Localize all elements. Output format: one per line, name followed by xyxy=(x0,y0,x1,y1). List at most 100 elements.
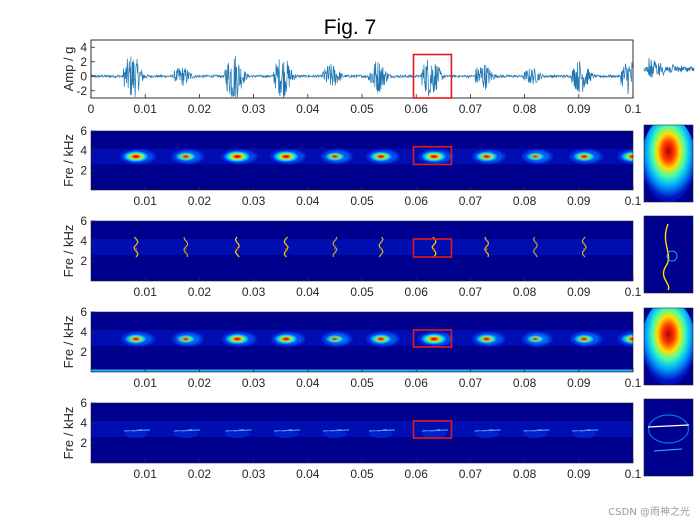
spectrogram-blob-1-0 xyxy=(121,150,151,163)
spectrogram-ridge-2-6 xyxy=(431,236,437,258)
x-tick-label-0-8: 0.08 xyxy=(513,102,537,116)
y-tick-label-3-0: 2 xyxy=(80,345,87,359)
x-tick-label-3-6: 0.07 xyxy=(459,376,483,390)
y-tick-label-1-0: 2 xyxy=(80,163,87,177)
x-tick-label-0-5: 0.05 xyxy=(350,102,374,116)
spectrogram-ridge-2-5 xyxy=(378,236,384,258)
x-tick-label-4-2: 0.03 xyxy=(242,467,266,481)
spectrogram-blob-3-6 xyxy=(419,332,449,346)
x-tick-label-4-4: 0.05 xyxy=(350,467,374,481)
spectrogram-ridge-peak-2-1 xyxy=(184,247,188,251)
spectrogram-streak-halo-4-6 xyxy=(422,430,447,438)
x-tick-label-0-0: 0 xyxy=(88,102,95,116)
y-tick-label-0-3: 4 xyxy=(80,40,87,54)
x-tick-label-4-0: 0.01 xyxy=(134,467,158,481)
waveform-series-line xyxy=(91,55,633,98)
spectrogram-panel-1: 0.01 0.02 0.03 0.04 0.05 0.06 0.07 0.08 0.09 0.1 2… xyxy=(61,124,642,208)
x-tick-label-2-6: 0.07 xyxy=(459,285,483,299)
x-tick-label-4-8: 0.09 xyxy=(567,467,591,481)
x-tick-label-2-3: 0.04 xyxy=(296,285,320,299)
spectrogram-ridge-2-3 xyxy=(283,236,289,258)
spectrogram-band-4 xyxy=(91,421,633,437)
spectrogram-streak-halo-4-5 xyxy=(368,430,393,438)
x-tick-label-3-3: 0.04 xyxy=(296,376,320,390)
spectrogram-ridge-2-9 xyxy=(581,236,587,258)
highlight-box-2 xyxy=(412,238,453,258)
x-tick-label-1-8: 0.09 xyxy=(567,194,591,208)
highlight-box-3 xyxy=(412,329,453,348)
x-tick-label-0-2: 0.02 xyxy=(188,102,212,116)
y-tick-label-2-0: 2 xyxy=(80,254,87,268)
spectrogram-blob-3-8 xyxy=(525,334,546,344)
spectrogram-blob-3-4 xyxy=(324,334,346,344)
x-tick-label-1-7: 0.08 xyxy=(513,194,537,208)
x-tick-label-1-3: 0.04 xyxy=(296,194,320,208)
spectrogram-ridge-peak-2-5 xyxy=(379,247,383,251)
spectrogram-ridge-2-7 xyxy=(484,236,490,258)
x-tick-label-1-4: 0.05 xyxy=(350,194,374,208)
waveform-panel: 0 0.01 0.02 0.03 0.04 0.05 0.06 0.07 0.08 0.09 0.1… xyxy=(61,39,642,116)
spectrogram-blob-1-6 xyxy=(419,150,449,163)
x-tick-label-0-7: 0.07 xyxy=(459,102,483,116)
y-axis-label-1: Fre / kHz xyxy=(61,134,76,187)
spectrogram-streak-halo-4-4 xyxy=(322,430,347,438)
spectrogram-streak-halo-4-0 xyxy=(123,430,148,438)
spectrogram-ridge-peak-2-6 xyxy=(432,247,436,251)
x-tick-label-0-6: 0.06 xyxy=(405,102,429,116)
spectrogram-blob-3-2 xyxy=(223,332,252,346)
x-tick-label-2-8: 0.09 xyxy=(567,285,591,299)
spectrogram-blob-1-7 xyxy=(473,150,500,163)
spectrogram-blob-1-10 xyxy=(619,150,633,163)
x-tick-label-4-1: 0.02 xyxy=(188,467,212,481)
spectrogram-band-2 xyxy=(91,239,633,255)
x-tick-label-4-9: 0.1 xyxy=(625,467,642,481)
y-tick-label-3-2: 6 xyxy=(80,305,87,319)
spectrogram-ridge-2-2 xyxy=(234,236,240,258)
spectrogram-panel-2: 0.01 0.02 0.03 0.04 0.05 0.06 0.07 0.08 0.09 0.1 2… xyxy=(61,214,642,299)
x-tick-label-0-3: 0.03 xyxy=(242,102,266,116)
x-tick-label-1-5: 0.06 xyxy=(405,194,429,208)
x-tick-label-2-1: 0.02 xyxy=(188,285,212,299)
y-axis-label-4: Fre / kHz xyxy=(61,407,76,460)
x-tick-label-1-1: 0.02 xyxy=(188,194,212,208)
x-tick-label-0-1: 0.01 xyxy=(134,102,158,116)
watermark: CSDN @雨神之光 xyxy=(608,505,690,518)
spectrogram-blob-1-3 xyxy=(271,150,301,163)
x-tick-label-1-0: 0.01 xyxy=(134,194,158,208)
spectrogram-streak-halo-4-2 xyxy=(225,430,250,438)
waveform-axes-box xyxy=(90,39,634,99)
spectrogram-ridge-peak-2-4 xyxy=(333,247,337,251)
x-tick-label-2-0: 0.01 xyxy=(134,285,158,299)
spectrogram-ridge-peak-2-0 xyxy=(134,247,138,251)
spectrogram-panel-3: 0.01 0.02 0.03 0.04 0.05 0.06 0.07 0.08 0.09 0.1 2… xyxy=(61,305,642,390)
spectrogram-ridge-2-0 xyxy=(133,236,139,258)
zoom-inset-frame-2 xyxy=(643,215,694,294)
spectrogram-blob-1-1 xyxy=(174,151,198,162)
spectrogram-panel-4: 0.01 0.02 0.03 0.04 0.05 0.06 0.07 0.08 0.09 0.1 2… xyxy=(61,396,642,481)
x-tick-label-3-1: 0.02 xyxy=(188,376,212,390)
spectrogram-ridge-peak-2-3 xyxy=(284,247,288,251)
spectrogram-blob-3-3 xyxy=(272,333,300,345)
spectrogram-blob-3-7 xyxy=(474,333,500,345)
x-tick-label-3-8: 0.09 xyxy=(567,376,591,390)
x-tick-label-4-6: 0.07 xyxy=(459,467,483,481)
y-tick-label-3-1: 4 xyxy=(80,325,87,339)
x-tick-label-4-5: 0.06 xyxy=(405,467,429,481)
spectrogram-blob-3-1 xyxy=(174,334,197,344)
x-tick-label-0-9: 0.09 xyxy=(567,102,591,116)
y-tick-label-4-2: 6 xyxy=(80,396,87,410)
spectrogram-ridge-peak-2-9 xyxy=(582,247,586,251)
x-tick-label-1-6: 0.07 xyxy=(459,194,483,208)
zoom-inset-waveform-line xyxy=(643,57,695,78)
zoom-inset-frame-4 xyxy=(643,398,694,477)
x-tick-label-4-7: 0.08 xyxy=(513,467,537,481)
zoom-inset-bg-4 xyxy=(644,399,693,476)
zoom-inset-3 xyxy=(644,308,693,385)
spectrogram-ridge-2-8 xyxy=(532,236,538,258)
spectrogram-streak-halo-4-1 xyxy=(173,430,198,438)
y-axis-label-0: Amp / g xyxy=(61,47,76,92)
highlight-box-1 xyxy=(412,145,453,166)
spectrogram-blob-1-8 xyxy=(524,151,547,162)
y-tick-label-0-1: 0 xyxy=(80,69,87,83)
